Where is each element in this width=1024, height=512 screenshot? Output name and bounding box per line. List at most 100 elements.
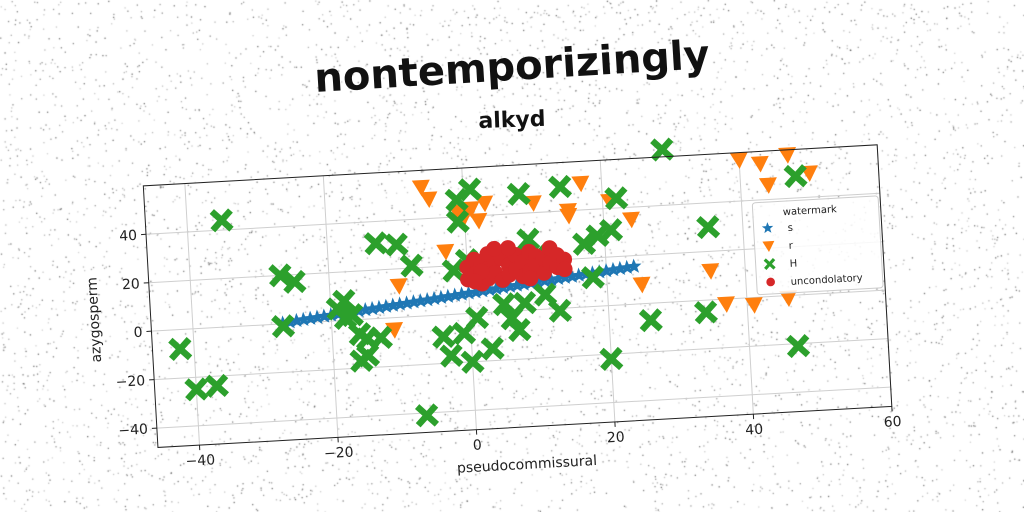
legend-label: s [787, 223, 793, 234]
x-gridline [738, 152, 754, 415]
point-H [282, 269, 307, 294]
x-axis-label: pseudocommissural [457, 453, 598, 477]
point-H [209, 208, 234, 233]
point-H [548, 174, 573, 199]
point-H [638, 308, 663, 333]
legend-marker-r [762, 240, 775, 253]
point-H [439, 343, 464, 368]
point-r [729, 152, 748, 169]
y-gridline [146, 192, 880, 235]
point-uncondolatory [500, 240, 516, 257]
point-H [184, 377, 209, 402]
legend-marker-uncondolatory [766, 277, 775, 287]
legend-box [751, 195, 884, 296]
point-r [750, 155, 769, 173]
point-r [779, 290, 798, 307]
point-H [268, 263, 293, 288]
point-H [580, 265, 605, 290]
point-r [744, 297, 763, 314]
y-tick-label: −20 [115, 373, 145, 391]
point-r [419, 191, 438, 209]
y-tick-label: 20 [122, 276, 141, 293]
point-H [786, 334, 811, 359]
point-r [385, 322, 404, 339]
point-H [480, 336, 505, 361]
point-r [632, 276, 651, 294]
legend-label: r [788, 241, 794, 252]
point-r [475, 195, 494, 213]
point-H [414, 403, 440, 428]
point-H [368, 325, 394, 350]
legend-title: watermark [783, 204, 838, 218]
x-tick-label: −40 [185, 452, 215, 470]
point-H [516, 227, 541, 252]
y-gridline [156, 386, 891, 429]
point-H [492, 292, 517, 317]
data-points [168, 137, 818, 428]
point-H [507, 318, 532, 343]
legend-label: uncondolatory [790, 273, 863, 288]
point-H [204, 373, 230, 398]
point-uncondolatory [556, 261, 573, 278]
plot-frame [142, 144, 893, 448]
point-H [604, 186, 629, 211]
point-r [469, 212, 488, 230]
point-H [533, 282, 558, 307]
point-H [599, 218, 624, 243]
point-H [506, 182, 531, 207]
point-r [436, 243, 455, 261]
x-tick-label: 0 [472, 437, 482, 453]
point-H [696, 215, 721, 240]
y-tick-label: 40 [119, 228, 138, 245]
point-H [548, 298, 573, 323]
legend-marker-s [761, 222, 774, 234]
point-H [339, 303, 364, 328]
point-H [783, 164, 808, 189]
x-tick-label: 60 [883, 414, 902, 431]
legend-label: H [789, 258, 797, 269]
point-H [457, 177, 482, 202]
x-gridline [184, 183, 200, 446]
point-H [512, 291, 537, 316]
point-H [271, 314, 296, 339]
point-r [389, 278, 408, 295]
point-H [168, 336, 193, 362]
point-H [650, 137, 675, 162]
legend-marker-H [763, 258, 776, 271]
point-H [431, 324, 456, 349]
point-H [693, 300, 718, 325]
point-s [626, 258, 642, 274]
point-r [716, 296, 735, 313]
point-uncondolatory [486, 240, 503, 257]
point-r [758, 177, 777, 194]
point-H [585, 223, 610, 248]
point-H [465, 305, 490, 330]
y-tick-label: −40 [118, 422, 148, 440]
x-gridline [599, 160, 616, 422]
point-H [363, 231, 388, 256]
point-r [571, 175, 590, 193]
point-r [701, 263, 720, 280]
point-H [399, 253, 424, 278]
y-axis-label: azygosperm [84, 277, 105, 363]
point-uncondolatory [522, 270, 539, 287]
point-H [572, 231, 597, 256]
point-H [460, 349, 485, 374]
axis-ticks: −40 −20 0 20 40 60 −40 −20 0 20 40 [115, 228, 902, 470]
y-tick-label: 0 [133, 325, 143, 341]
point-r [411, 179, 430, 197]
x-tick-label: 40 [745, 422, 764, 439]
point-H [349, 348, 374, 373]
point-H [332, 288, 357, 313]
point-H [445, 209, 470, 234]
point-H [384, 232, 409, 257]
point-r [558, 202, 577, 220]
point-H [599, 346, 624, 371]
x-tick-label: 20 [606, 429, 625, 446]
point-r [778, 147, 797, 164]
point-r [621, 211, 640, 229]
y-gridline [154, 338, 889, 381]
x-tick-label: −20 [324, 445, 354, 463]
